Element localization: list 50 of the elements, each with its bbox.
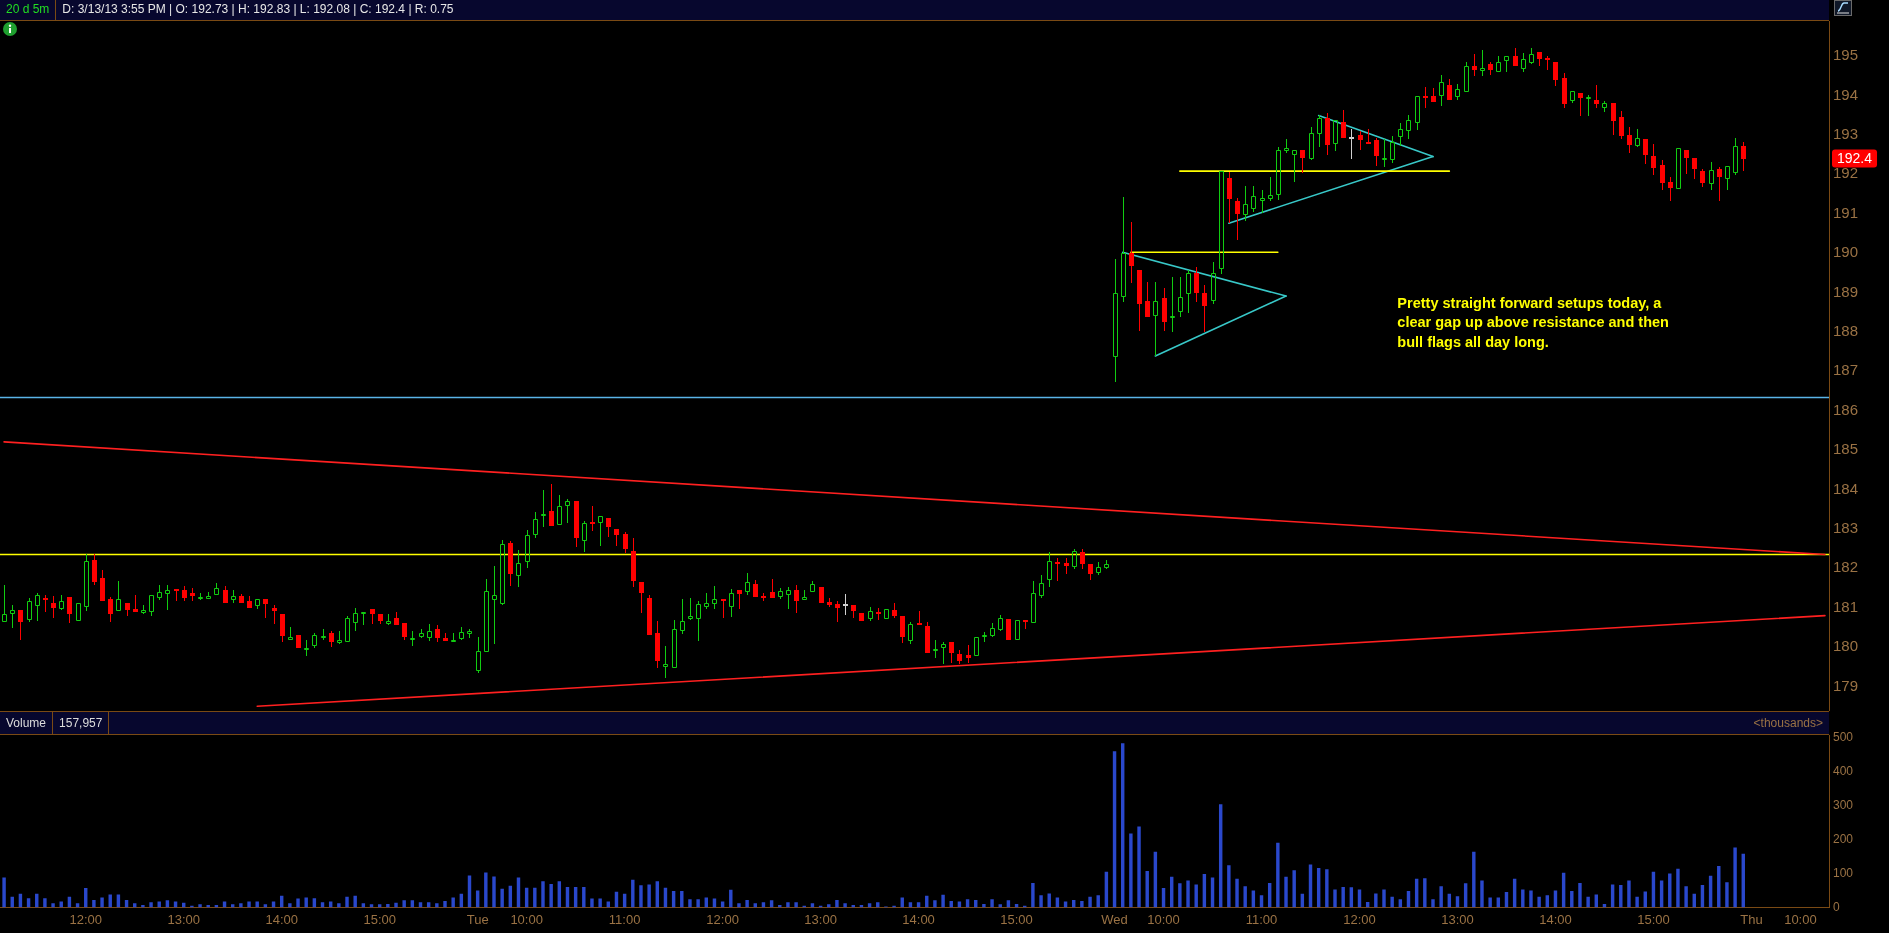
x-tick-label: Thu	[1740, 911, 1763, 927]
chart-subtitle: D: 3/13/13 3:55 PM | O: 192.73 | H: 192.83 | L: 192.08 | C: 192.4 | R: 0.75	[61, 1, 455, 18]
x-tick-label: 15:00	[1000, 911, 1033, 927]
y-tick-label: 187	[1833, 361, 1859, 379]
x-tick-label: 10:00	[1784, 911, 1817, 927]
y-tick-label: 179	[1833, 676, 1859, 694]
x-tick-label: 13:00	[1441, 911, 1474, 927]
x-tick-label: 13:00	[804, 911, 837, 927]
x-tick-label: 11:00	[608, 911, 641, 927]
y-axis-title: <thousands>	[1753, 715, 1823, 732]
chart-title: 20 d 5m	[0, 0, 57, 20]
x-tick-label: 13:00	[167, 911, 200, 927]
y-tick-label: 193	[1833, 125, 1859, 143]
y-tick-label: 195	[1833, 46, 1859, 64]
x-tick-label: 11:00	[1245, 911, 1278, 927]
x-tick-label: 10:00	[1147, 911, 1180, 927]
y-tick-label: 185	[1833, 440, 1859, 458]
y-tick-label: 200	[1833, 831, 1854, 846]
y-tick-label: 190	[1833, 243, 1859, 261]
y-tick-label: 183	[1833, 519, 1859, 537]
x-tick-label: 14:00	[1539, 911, 1572, 927]
x-tick-label: 15:00	[363, 911, 396, 927]
y-tick-label: 184	[1833, 479, 1859, 497]
y-tick-label: 188	[1833, 322, 1859, 340]
y-tick-label: 100	[1833, 865, 1854, 880]
y-tick-label: 0	[1833, 899, 1840, 914]
y-tick-label: 180	[1833, 637, 1859, 655]
y-tick-label: 182	[1833, 558, 1859, 576]
y-tick-label: 192	[1833, 164, 1859, 182]
y-tick-label: 191	[1833, 203, 1859, 221]
text: 192.4	[1837, 150, 1873, 167]
y-tick-label: 500	[1833, 729, 1854, 744]
x-tick-label: Tue	[466, 911, 489, 927]
x-tick-label: 12:00	[706, 911, 739, 927]
x-tick-label: 12:00	[69, 911, 103, 927]
y-tick-label: 400	[1833, 763, 1854, 778]
x-tick-label: 14:00	[265, 911, 298, 927]
y-tick-label: 300	[1833, 797, 1854, 812]
y-tick-label: 181	[1833, 597, 1859, 615]
annotation: Pretty straight forward setups today, a clear gap up above resistance and then bull flags all day long.	[1397, 295, 1669, 350]
y-tick-label: 189	[1833, 282, 1859, 300]
x-tick-label: Wed	[1101, 911, 1128, 927]
x-tick-label: 10:00	[510, 911, 543, 927]
x-tick-label: 14:00	[902, 911, 935, 927]
text: 157,957	[53, 712, 110, 734]
x-tick-label: 12:00	[1343, 911, 1376, 927]
y-tick-label: 186	[1833, 400, 1859, 418]
y-tick-label: 194	[1833, 85, 1859, 103]
chart-title: Volume	[0, 712, 54, 734]
x-tick-label: 15:00	[1637, 911, 1670, 927]
